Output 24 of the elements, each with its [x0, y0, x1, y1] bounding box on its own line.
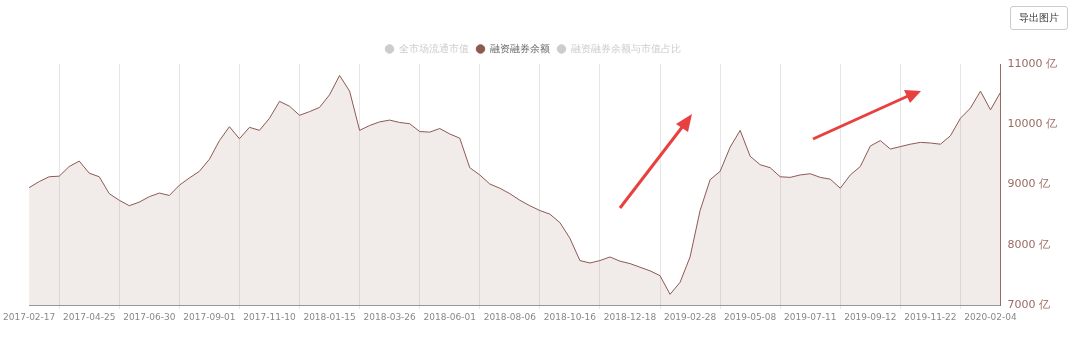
- x-tick-label: 2019-02-28: [663, 311, 717, 322]
- x-tick-label: 2019-05-08: [724, 311, 777, 322]
- x-tick-label: 2018-08-06: [483, 311, 537, 322]
- y-tick-label: 9000 亿: [1007, 177, 1051, 191]
- x-tick-label: 2019-07-11: [784, 311, 837, 322]
- x-tick-label: 2018-03-26: [363, 311, 417, 322]
- y-tick-label: 10000 亿: [1007, 117, 1058, 131]
- x-tick-label: 2017-04-25: [63, 311, 116, 322]
- x-tick-label: 2019-11-22: [904, 311, 957, 322]
- x-tick-label: 2020-02-04: [964, 311, 1017, 322]
- x-tick-label: 2018-01-15: [303, 311, 356, 322]
- x-tick-label: 2017-09-01: [183, 311, 236, 322]
- y-tick-label: 8000 亿: [1007, 237, 1051, 251]
- y-tick-label: 11000 亿: [1007, 56, 1058, 70]
- x-tick-label: 2017-06-30: [123, 311, 176, 322]
- x-tick-label: 2018-12-18: [603, 311, 657, 322]
- x-tick-label: 2018-06-01: [423, 311, 476, 322]
- y-tick-label: 7000 亿: [1007, 298, 1051, 312]
- x-tick-label: 2017-11-10: [243, 311, 296, 322]
- x-tick-label: 2018-10-16: [543, 311, 597, 322]
- x-tick-label: 2017-02-17: [3, 311, 56, 322]
- text: 导出图片: [1010, 6, 1068, 30]
- legend-label: 融资融券余额: [489, 42, 550, 54]
- x-tick-label: 2019-09-12: [844, 311, 897, 322]
